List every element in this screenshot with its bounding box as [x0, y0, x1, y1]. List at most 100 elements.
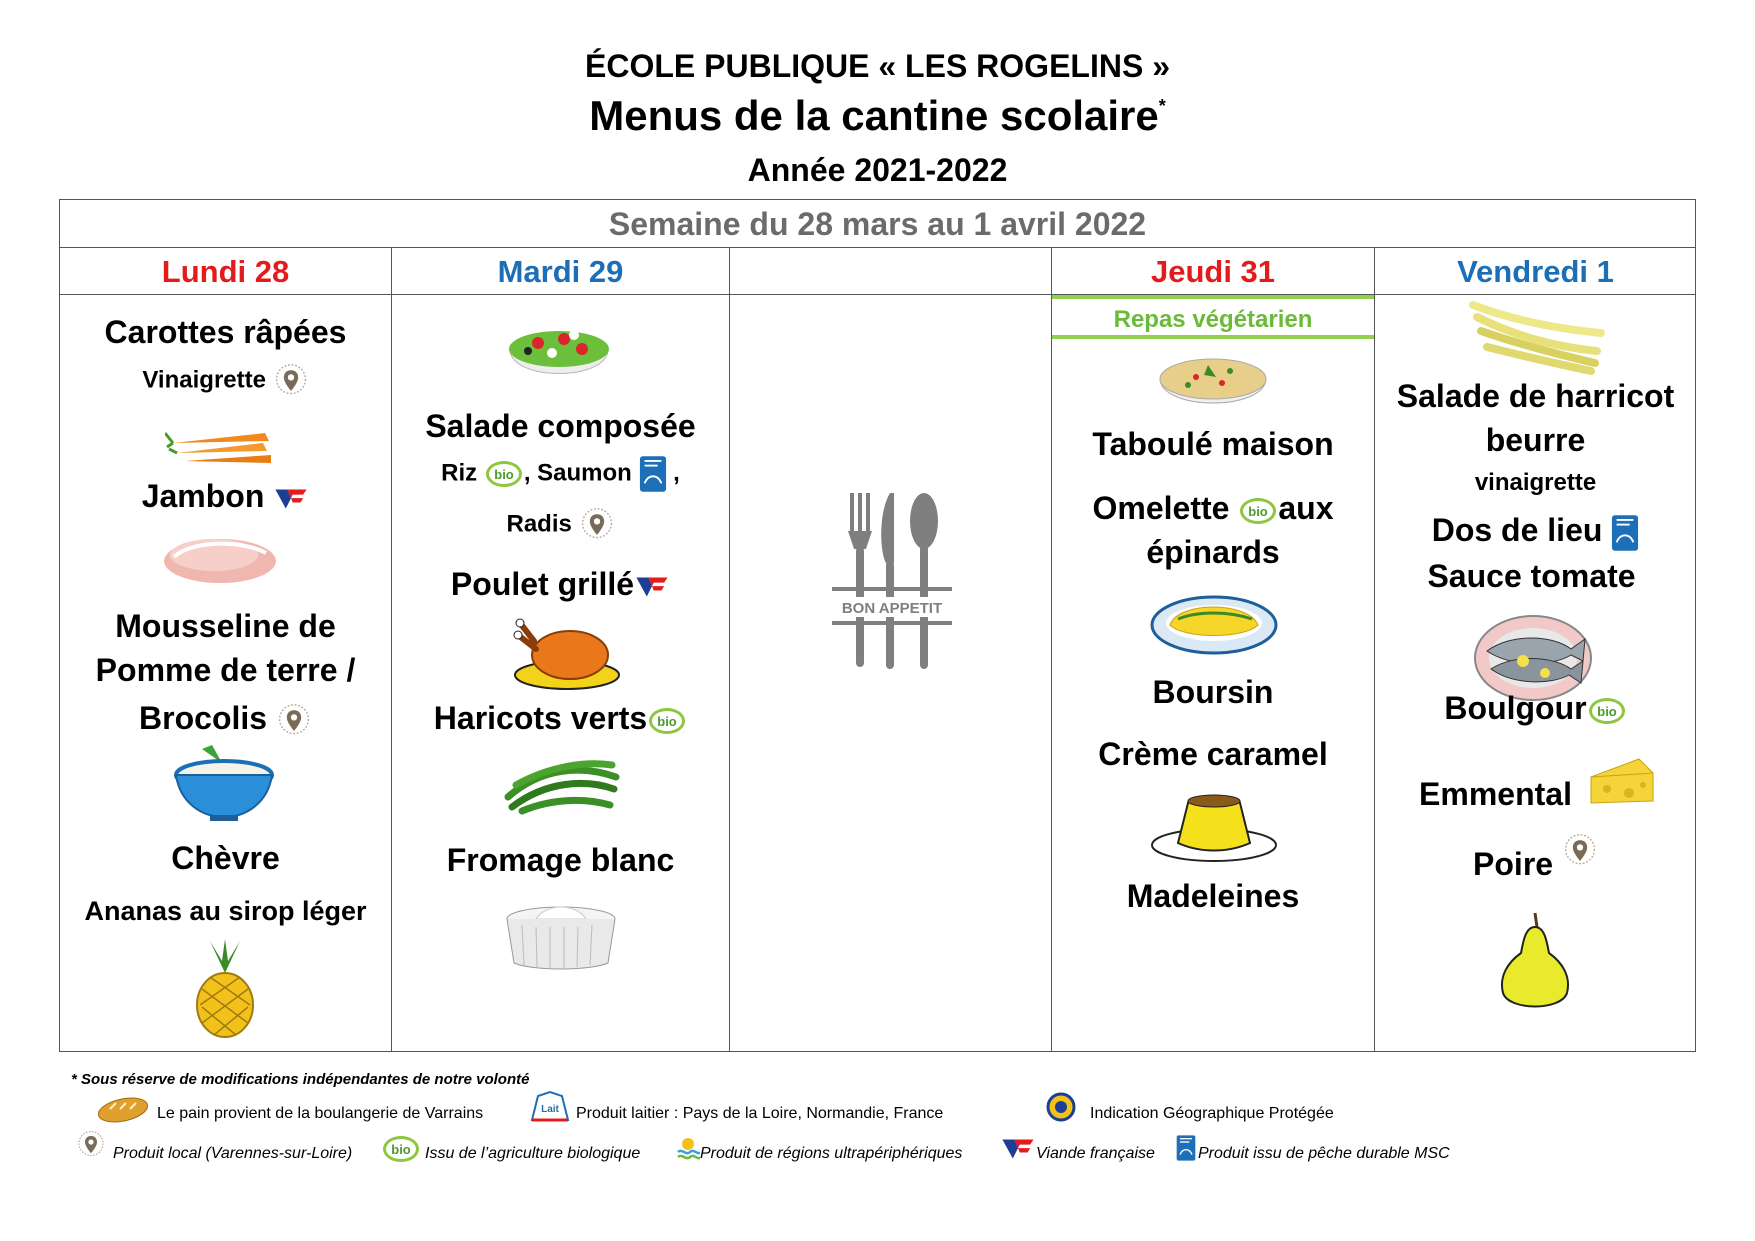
monday-side-line1: Mousseline de	[115, 608, 336, 644]
day-header-friday: Vendredi 1	[1375, 247, 1696, 295]
french-meat-icon	[634, 574, 670, 600]
thursday-dessert1: Crème caramel	[1098, 736, 1328, 772]
green-beans-icon	[504, 760, 620, 815]
friday-dessert-label: Poire	[1473, 846, 1554, 882]
ultraperipheral-region-icon	[677, 1138, 700, 1160]
title-footnote-mark: *	[1158, 96, 1166, 116]
monday-side-line3-label: Brocolis	[139, 700, 268, 736]
pineapple-icon	[196, 939, 254, 1038]
tuesday-main-label: Poulet grillé	[450, 566, 635, 602]
day-header-wednesday	[730, 247, 1051, 295]
igp-label-icon	[1046, 1092, 1076, 1122]
tuesday-comma: ,	[673, 459, 680, 487]
thursday-cheese: Boursin	[1152, 674, 1274, 710]
tuesday-riz-label: Riz	[441, 459, 478, 487]
legend-dairy: Produit laitier : Pays de la Loire, Norm…	[576, 1105, 944, 1122]
french-meat-icon	[273, 486, 309, 512]
school-year: Année 2021-2022	[747, 152, 1008, 188]
page-title: Menus de la cantine scolaire*	[0, 92, 1755, 140]
friday-menu: Salade de harricot beurre vinaigrette Do…	[1375, 295, 1696, 1052]
organic-bio-icon	[380, 1134, 422, 1164]
carrots-icon	[165, 432, 271, 463]
legend-ultraperipheral: Produit de régions ultrapériphériques	[700, 1145, 963, 1162]
bon-appetit-text: BON APPETIT	[842, 600, 942, 617]
lait-dairy-icon: Lait	[530, 1090, 570, 1122]
legend-local: Produit local (Varennes-sur-Loire)	[113, 1145, 353, 1162]
local-product-icon	[273, 363, 309, 399]
thursday-main-label: Omelette	[1092, 490, 1230, 526]
monday-menu: Carottes râpées Vinaigrette Jambon Mouss…	[60, 295, 391, 1052]
menu-table: Semaine du 28 mars au 1 avril 2022 Lundi…	[59, 199, 1696, 1052]
yellow-beans-icon	[1469, 301, 1605, 375]
emmental-cheese-icon	[1590, 758, 1654, 804]
legend-bread: Le pain provient de la boulangerie de Va…	[157, 1105, 484, 1122]
friday-side-label: Boulgour	[1444, 690, 1587, 726]
monday-starter: Carottes râpées	[104, 314, 347, 350]
thursday-menu: Repas végétarien Taboulé maison Omelette…	[1052, 295, 1374, 1052]
tuesday-radis: Radis	[392, 507, 729, 543]
day-header-monday: Lundi 28	[60, 247, 391, 295]
tuesday-side-label: Haricots verts	[433, 700, 648, 736]
wednesday-menu: BON APPETIT	[730, 295, 1051, 1052]
local-product-icon	[276, 703, 312, 739]
legend-bio: Issu de l’agriculture biologique	[425, 1145, 641, 1162]
friday-starter-line1: Salade de harricot	[1396, 378, 1675, 414]
organic-bio-icon	[484, 459, 524, 489]
omelette-icon	[1150, 595, 1278, 655]
monday-side-line3: Brocolis	[60, 695, 391, 741]
legend-msc: Produit issu de pêche durable MSC	[1198, 1145, 1450, 1162]
friday-cheese: Emmental	[1419, 776, 1572, 812]
column-friday: Vendredi 1 Salade de harricot beurre vin…	[1374, 247, 1696, 1051]
organic-bio-icon	[1587, 696, 1627, 726]
footnote-disclaimer: * Sous réserve de modifications indépend…	[71, 1071, 530, 1088]
thursday-main-aux: aux	[1278, 490, 1334, 526]
bread-icon	[97, 1097, 149, 1123]
vegetarian-meal-banner: Repas végétarien	[1052, 295, 1374, 339]
thursday-main-line1: Omelette aux	[1052, 485, 1374, 531]
local-product-icon	[579, 507, 615, 543]
day-header-thursday: Jeudi 31	[1052, 247, 1374, 295]
taboule-bowl-icon	[1159, 358, 1267, 404]
monday-main: Jambon	[60, 473, 391, 519]
friday-dessert: Poire	[1375, 841, 1696, 887]
local-product-icon	[76, 1130, 106, 1160]
local-product-icon	[1562, 833, 1598, 869]
cutlery-bon-appetit-logo: BON APPETIT	[832, 493, 952, 669]
monday-main-label: Jambon	[141, 478, 265, 514]
friday-main-sauce: Sauce tomate	[1427, 558, 1636, 594]
column-tuesday: Mardi 29 Salade composée Riz , Saumon , …	[391, 247, 729, 1051]
msc-sustainable-fishing-icon	[639, 455, 667, 493]
day-header-tuesday: Mardi 29	[392, 247, 729, 295]
column-wednesday: BON APPETIT	[729, 247, 1051, 1051]
friday-main: Dos de lieu	[1375, 507, 1696, 553]
tuesday-starter: Salade composée	[425, 408, 696, 444]
friday-main-label: Dos de lieu	[1431, 512, 1603, 548]
friday-starter-line2: beurre	[1485, 422, 1586, 458]
tuesday-radis-label: Radis	[506, 510, 572, 538]
pear-icon	[1501, 912, 1569, 1008]
svg-text:Lait: Lait	[541, 1104, 559, 1115]
roast-chicken-icon	[513, 618, 620, 690]
ham-icon	[164, 539, 276, 583]
monday-cheese: Chèvre	[171, 840, 280, 876]
monday-starter-sauce-label: Vinaigrette	[142, 366, 266, 394]
thursday-starter: Taboulé maison	[1092, 426, 1334, 462]
monday-dessert: Ananas au sirop léger	[84, 896, 367, 926]
thursday-dessert2: Madeleines	[1126, 878, 1300, 914]
tuesday-dessert: Fromage blanc	[446, 842, 675, 878]
column-thursday: Jeudi 31 Repas végétarien Taboulé maison…	[1051, 247, 1374, 1051]
fish-plate-icon	[1474, 615, 1592, 701]
legend-french-meat: Viande française	[1036, 1145, 1155, 1162]
tuesday-menu: Salade composée Riz , Saumon , Radis Pou…	[392, 295, 729, 1052]
friday-side: Boulgour	[1375, 685, 1696, 731]
monday-starter-sauce: Vinaigrette	[60, 363, 391, 399]
french-meat-icon	[1000, 1136, 1036, 1162]
fromage-blanc-ramekin-icon	[506, 906, 616, 970]
msc-sustainable-fishing-icon	[1176, 1134, 1196, 1162]
organic-bio-icon	[1238, 496, 1278, 526]
creme-caramel-icon	[1151, 794, 1277, 862]
monday-side-line2: Pomme de terre /	[95, 652, 356, 688]
column-monday: Lundi 28 Carottes râpées Vinaigrette Jam…	[60, 247, 391, 1051]
tuesday-saumon-label: , Saumon	[523, 459, 632, 487]
thursday-main-line2: épinards	[1146, 534, 1280, 570]
